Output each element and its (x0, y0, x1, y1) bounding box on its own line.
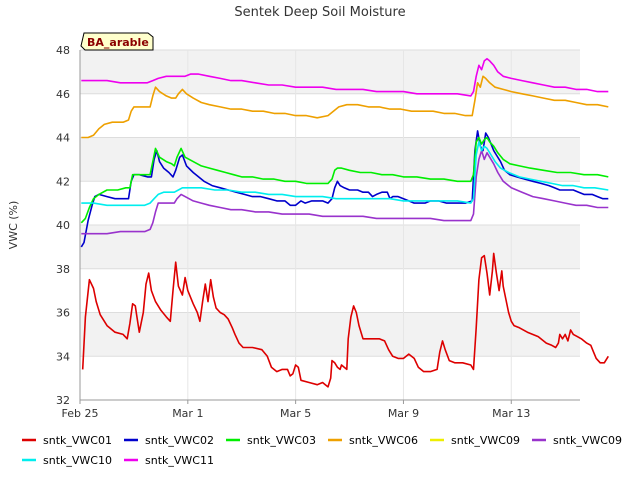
y-tick-label: 44 (56, 132, 70, 145)
y-axis-label: VWC (%) (7, 201, 20, 250)
grid-bands (80, 50, 580, 357)
legend-entry-label: sntk_VWC03 (247, 434, 316, 447)
y-tick-label: 48 (56, 44, 70, 57)
series-line-sntk-vwc06-3 (81, 75, 609, 139)
legend-entry-label: sntk_VWC02 (145, 434, 214, 447)
station-badge-box (80, 32, 154, 51)
series-line-sntk-vwc03-2 (80, 136, 609, 224)
series-line-sntk-vwc11-7 (81, 57, 609, 97)
legend-entry-label: sntk_VWC06 (349, 434, 418, 447)
chart-title: Sentek Deep Soil Moisture (234, 5, 405, 20)
station-badge: BA_arable (80, 32, 154, 51)
x-tick-label: Mar 9 (388, 407, 419, 420)
y-tick-label: 36 (56, 307, 70, 320)
legend-entry-label: sntk_VWC11 (145, 454, 214, 467)
legend-entry-label: sntk_VWC09 (451, 434, 520, 447)
x-tick-label: Mar 1 (172, 407, 203, 420)
x-tick-label: Mar 13 (492, 407, 530, 420)
grid-band (80, 225, 580, 269)
y-tick-label: 32 (56, 394, 70, 407)
y-tick-label: 46 (56, 88, 70, 101)
legend-entry-label: sntk_VWC01 (43, 434, 112, 447)
legend-entry-label: sntk_VWC10 (43, 454, 112, 467)
grid-band (80, 137, 580, 182)
y-tick-label: 40 (56, 219, 70, 232)
series-line-sntk-vwc01-0 (81, 252, 609, 388)
series-layer (80, 57, 609, 388)
y-tick-label: 34 (56, 350, 70, 363)
grid-band (80, 50, 580, 94)
y-tick-label: 42 (56, 175, 70, 188)
legend: sntk_VWC01 sntk_VWC02 sntk_VWC03 sntk_VWC06… (22, 434, 622, 467)
legend-entry-label: sntk_VWC09 (553, 434, 622, 447)
series-line-sntk-vwc10-6 (81, 141, 609, 207)
station-badge-label: BA_arable (87, 36, 149, 49)
x-tick-label: Mar 5 (280, 407, 311, 420)
y-tick-label: 38 (56, 263, 70, 276)
axes: 32 34 36 38 40 42 44 46 48 Feb 25 Mar 1 Mar 5 Mar 9 M… (56, 44, 580, 420)
x-tick-label: Feb 25 (62, 407, 99, 420)
grid-band (80, 312, 580, 357)
series-line-sntk-vwc09-5 (81, 149, 609, 235)
